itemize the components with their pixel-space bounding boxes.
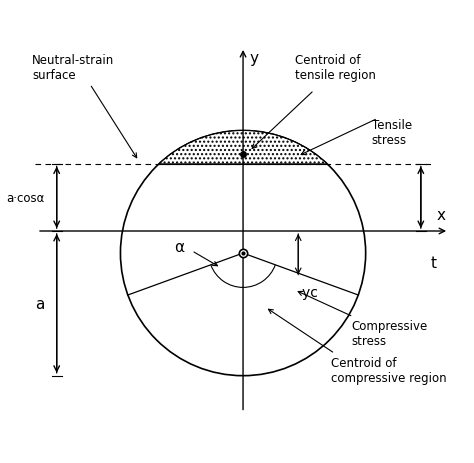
Text: y: y	[249, 50, 258, 65]
Text: α: α	[174, 240, 184, 255]
Polygon shape	[159, 131, 327, 164]
Text: a·cosα: a·cosα	[6, 191, 45, 204]
Text: t: t	[431, 256, 437, 271]
Text: x: x	[437, 208, 446, 223]
Text: a: a	[35, 296, 45, 311]
Text: Compressive
stress: Compressive stress	[351, 319, 427, 348]
Text: Neutral-strain
surface: Neutral-strain surface	[32, 54, 114, 82]
Text: y⁣c: y⁣c	[302, 285, 318, 299]
Text: Centroid of
tensile region: Centroid of tensile region	[294, 54, 375, 82]
Text: Tensile
stress: Tensile stress	[372, 119, 412, 147]
Text: Centroid of
compressive region: Centroid of compressive region	[331, 357, 447, 384]
